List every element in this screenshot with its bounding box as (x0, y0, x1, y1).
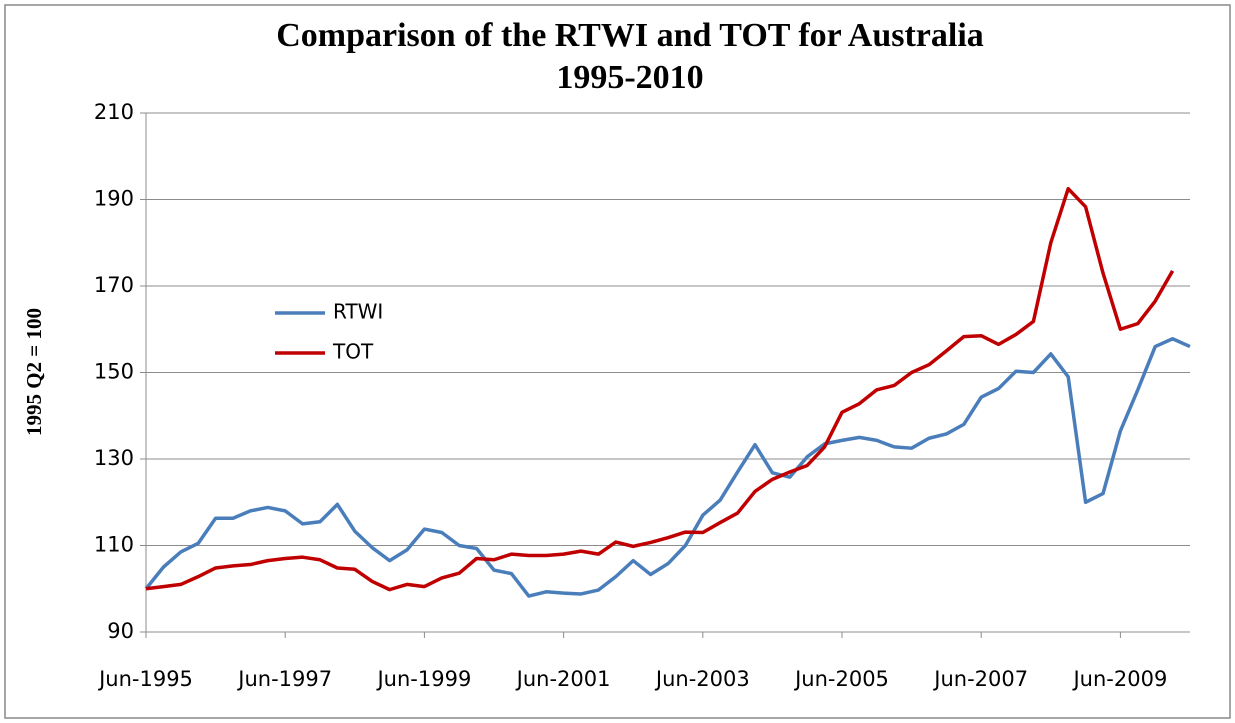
chart-frame (4, 4, 1231, 719)
x-tick-label: Jun-2001 (515, 667, 611, 691)
y-axis-label: 1995 Q2 = 100 (22, 308, 46, 436)
x-tick-label: Jun-1997 (236, 667, 332, 691)
chart-subtitle: 1995-2010 (556, 59, 703, 96)
x-tick-label: Jun-2007 (932, 667, 1028, 691)
legend-label: RTWI (333, 300, 383, 324)
data-line (145, 186, 1175, 592)
x-tick-label: Jun-1995 (97, 667, 193, 691)
y-tick-label: 150 (94, 360, 134, 384)
x-tick-label: Jun-1999 (375, 667, 471, 691)
y-tick-label: 110 (94, 533, 134, 557)
x-tick-label: Jun-2005 (793, 667, 889, 691)
legend-label: TOT (332, 340, 374, 364)
y-tick-label: 170 (94, 273, 134, 297)
data-line (144, 337, 1191, 598)
x-tick-label: Jun-2009 (1071, 667, 1167, 691)
chart-title: Comparison of the RTWI and TOT for Austr… (276, 17, 984, 54)
y-tick-label: 130 (94, 446, 134, 470)
y-tick-label: 190 (94, 187, 134, 211)
x-tick-label: Jun-2003 (654, 667, 750, 691)
y-tick-label: 210 (94, 100, 134, 124)
y-tick-label: 90 (107, 619, 134, 643)
